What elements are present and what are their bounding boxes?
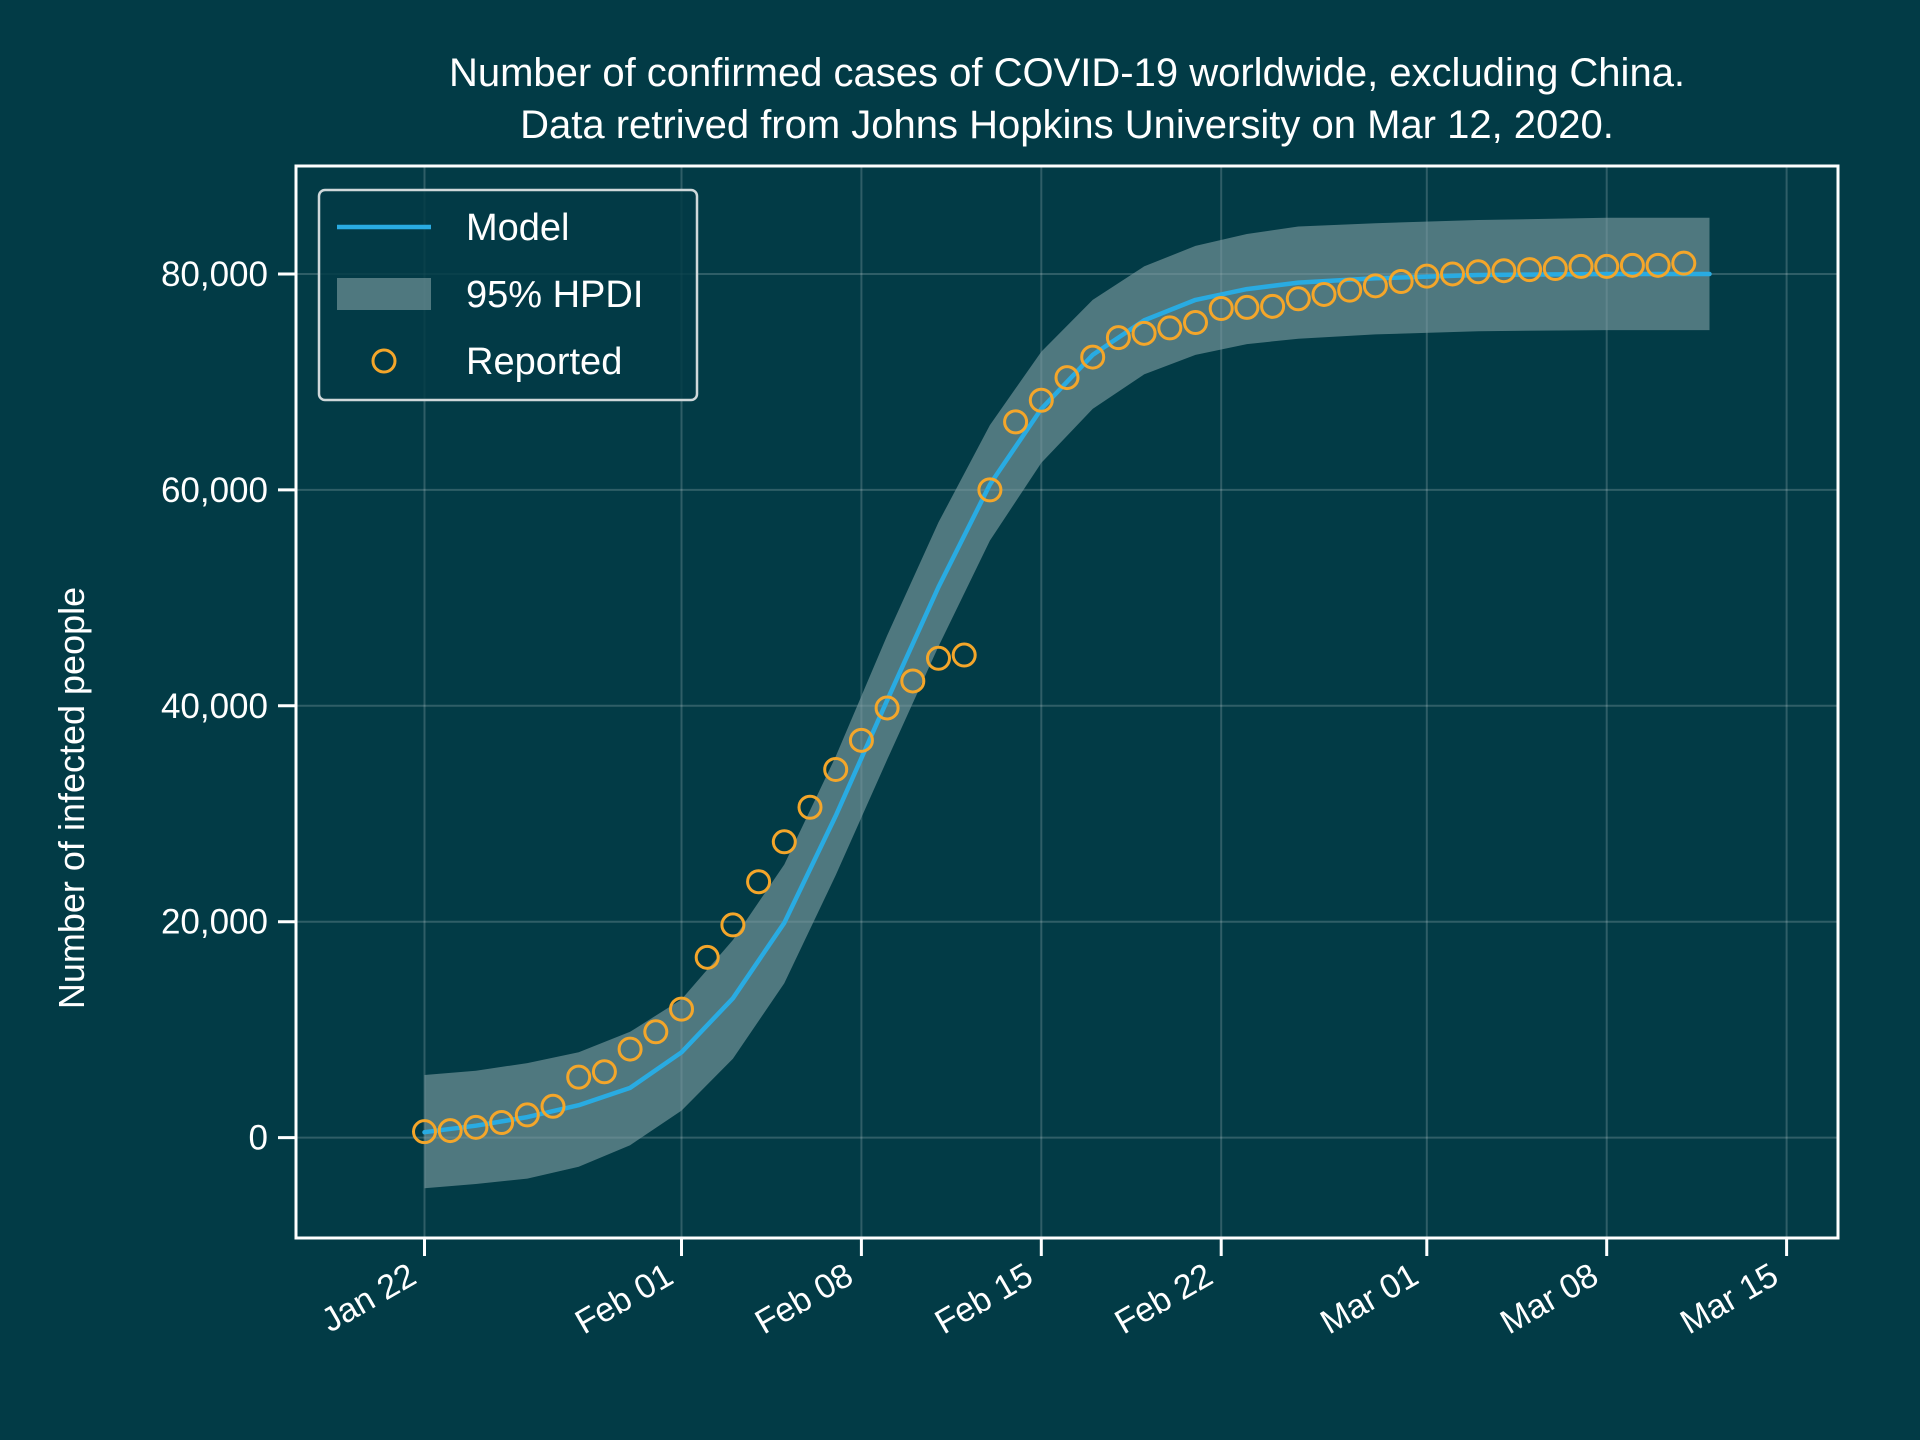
x-tick-label: Jan 22 [315, 1256, 422, 1340]
reported-point [617, 1036, 643, 1062]
x-tick-label: Feb 01 [569, 1256, 680, 1342]
reported-point [540, 1093, 566, 1119]
y-tick-label: 0 [249, 1119, 268, 1158]
reported-point [437, 1118, 463, 1144]
y-axis: 0 20,000 40,000 60,000 80,000 [161, 255, 296, 1158]
chart-title-line-2: Data retrived from Johns Hopkins Univers… [520, 103, 1614, 147]
reported-point [1491, 258, 1517, 284]
reported-point [771, 829, 797, 855]
reported-point [1645, 252, 1671, 278]
x-axis: Jan 22 Feb 01 Feb 08 Feb 15 Feb 22 Mar 01 Mar … [315, 1238, 1789, 1342]
reported-point [463, 1114, 489, 1140]
reported-point [746, 869, 772, 895]
reported-point [1208, 296, 1234, 322]
reported-point [1157, 315, 1183, 341]
chart-title: Number of confirmed cases of COVID-19 wo… [449, 51, 1685, 147]
legend-swatch-band [337, 278, 431, 310]
reported-point [1311, 281, 1337, 307]
y-tick-label: 60,000 [161, 471, 268, 510]
y-tick-label: 80,000 [161, 255, 268, 294]
reported-point [848, 727, 874, 753]
reported-point [412, 1119, 437, 1145]
reported-point [1517, 257, 1543, 283]
legend-swatch-reported [371, 348, 397, 374]
reported-point [489, 1109, 515, 1135]
reported-point [1183, 310, 1208, 336]
reported-point [1414, 263, 1440, 289]
x-tick-label: Feb 08 [749, 1256, 860, 1342]
reported-point [1054, 365, 1080, 391]
y-tick-label: 20,000 [161, 903, 268, 942]
x-tick-label: Mar 15 [1674, 1256, 1785, 1342]
reported-point [643, 1019, 669, 1045]
reported-point [566, 1064, 592, 1090]
model-line-path [422, 271, 1712, 1135]
reported-point [1028, 387, 1054, 413]
plot-frame-rect [294, 164, 1840, 1240]
reported-point [1003, 409, 1029, 435]
chart-title-line-1: Number of confirmed cases of COVID-19 wo… [449, 51, 1685, 95]
hpdi-band-area [424, 217, 1710, 1189]
reported-point [874, 695, 900, 721]
reported-point [1285, 286, 1311, 312]
plot-frame [294, 164, 1840, 1240]
reported-point [797, 794, 823, 820]
reported-points [412, 250, 1697, 1145]
reported-point [1671, 250, 1697, 276]
reported-point [1465, 259, 1491, 285]
reported-point [1234, 294, 1260, 320]
reported-point [1080, 344, 1106, 370]
reported-point [951, 642, 977, 668]
reported-point [1131, 320, 1157, 346]
reported-point [1619, 252, 1645, 278]
legend-label-3: Reported [466, 341, 622, 383]
reported-point [1568, 253, 1594, 279]
reported-point [1440, 261, 1465, 287]
reported-point [1260, 293, 1286, 319]
reported-point [669, 996, 694, 1022]
x-tick-label: Mar 01 [1314, 1256, 1425, 1342]
reported-point [1594, 253, 1620, 279]
reported-point [1337, 277, 1363, 303]
reported-point [900, 668, 926, 694]
reported-point [514, 1102, 540, 1128]
legend: Model 95% HPDI Reported [317, 188, 699, 402]
reported-point [926, 645, 951, 671]
legend-label-2: 95% HPDI [466, 274, 643, 316]
legend-box [317, 188, 699, 402]
x-tick-label: Mar 08 [1494, 1256, 1605, 1342]
reported-point [1388, 269, 1414, 295]
reported-point [720, 912, 746, 938]
hpdi-band [424, 217, 1710, 1189]
legend-label-1: Model [466, 207, 570, 249]
reported-point [1362, 273, 1388, 299]
x-tick-label: Feb 15 [929, 1256, 1040, 1342]
reported-point [823, 756, 849, 782]
x-tick-label: Feb 22 [1109, 1256, 1220, 1342]
y-axis-label: Number of infected people [51, 587, 92, 1009]
reported-point [977, 477, 1003, 503]
model-line [422, 271, 1712, 1135]
reported-point [694, 944, 720, 970]
reported-point [1105, 325, 1131, 351]
y-tick-label: 40,000 [161, 687, 268, 726]
reported-point [591, 1059, 617, 1085]
reported-point [1542, 256, 1568, 282]
